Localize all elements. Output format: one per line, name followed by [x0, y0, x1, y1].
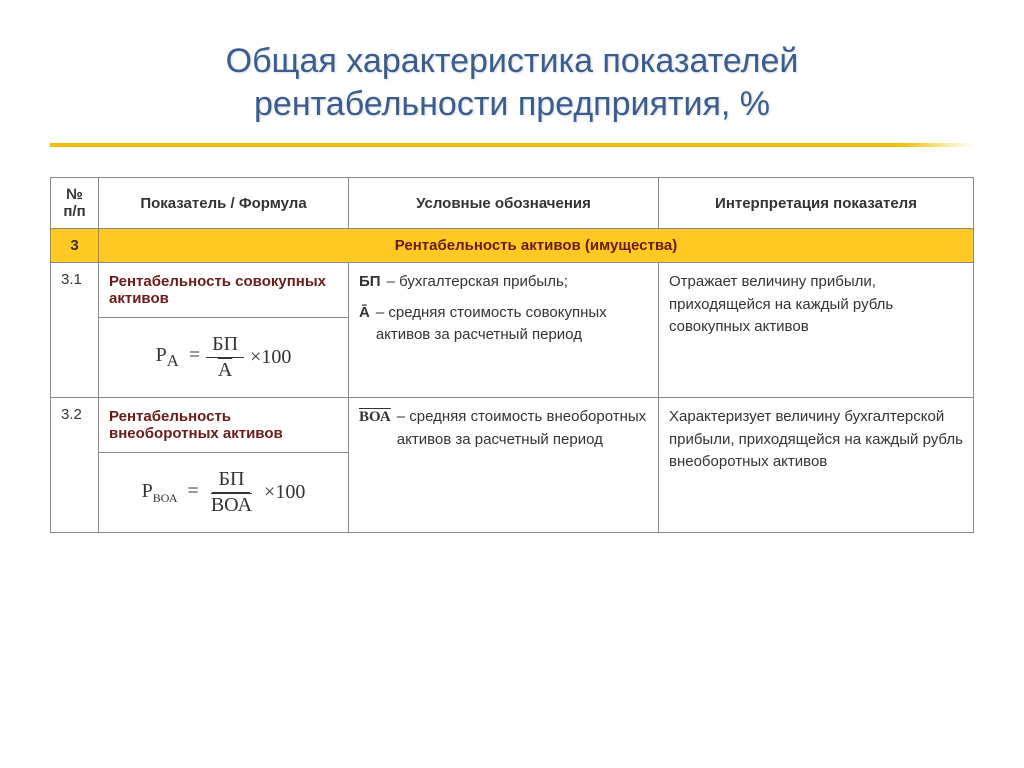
symbol-key: БП — [359, 271, 381, 294]
formula-lhs-sub: ВОА — [153, 491, 178, 505]
symbols-cell: БП – бухгалтерская прибыль; Ā – средняя … — [349, 263, 659, 398]
section-num: 3 — [51, 229, 99, 263]
interpretation: Характеризует величину бухгалтерской при… — [659, 398, 974, 533]
formula-numerator: БП — [212, 469, 250, 493]
section-row: 3 Рентабельность активов (имущества) — [51, 229, 974, 263]
table-row: 3.2 Рентабельность внеоборотных активов … — [51, 398, 974, 453]
symbol-desc: – средняя стоимость совокупных активов з… — [376, 302, 648, 347]
header-num: № п/п — [51, 178, 99, 229]
formula-tail: ×100 — [250, 346, 291, 369]
header-interp: Интерпретация показателя — [659, 178, 974, 229]
formula-lhs-main: Р — [156, 344, 167, 366]
formula-lhs-main: Р — [142, 480, 153, 502]
title-underline — [50, 143, 974, 147]
section-title: Рентабельность активов (имущества) — [99, 229, 974, 263]
formula: РА = БП А ×100 — [99, 318, 349, 398]
indicator-name: Рентабельность внеоборотных активов — [99, 398, 349, 453]
symbol-desc: – бухгалтерская прибыль; — [387, 271, 648, 294]
row-number: 3.2 — [51, 398, 99, 533]
row-number: 3.1 — [51, 263, 99, 398]
symbol-key: Ā — [359, 302, 370, 347]
formula: РВОА = БП ВОА ×100 — [99, 453, 349, 533]
header-indicator: Показатель / Формула — [99, 178, 349, 229]
table-header-row: № п/п Показатель / Формула Условные обоз… — [51, 178, 974, 229]
formula-lhs-sub: А — [167, 351, 179, 370]
indicator-name: Рентабельность совокупных активов — [99, 263, 349, 318]
profitability-table: № п/п Показатель / Формула Условные обоз… — [50, 177, 974, 533]
formula-tail: ×100 — [264, 481, 305, 504]
formula-denominator: ВОА — [211, 494, 252, 516]
formula-denominator: А — [218, 359, 232, 381]
slide-title: Общая характеристика показателейрентабел… — [50, 40, 974, 125]
symbols-cell: ВОА – средняя стоимость внеоборотных акт… — [349, 398, 659, 533]
slide: Общая характеристика показателейрентабел… — [0, 0, 1024, 768]
symbol-key: ВОА — [359, 406, 391, 451]
interpretation: Отражает величину прибыли, приходящейся … — [659, 263, 974, 398]
header-symbols: Условные обозначения — [349, 178, 659, 229]
symbol-desc: – средняя стоимость внеоборотных активов… — [397, 406, 648, 451]
formula-numerator: БП — [206, 334, 244, 358]
table-row: 3.1 Рентабельность совокупных активов БП… — [51, 263, 974, 318]
